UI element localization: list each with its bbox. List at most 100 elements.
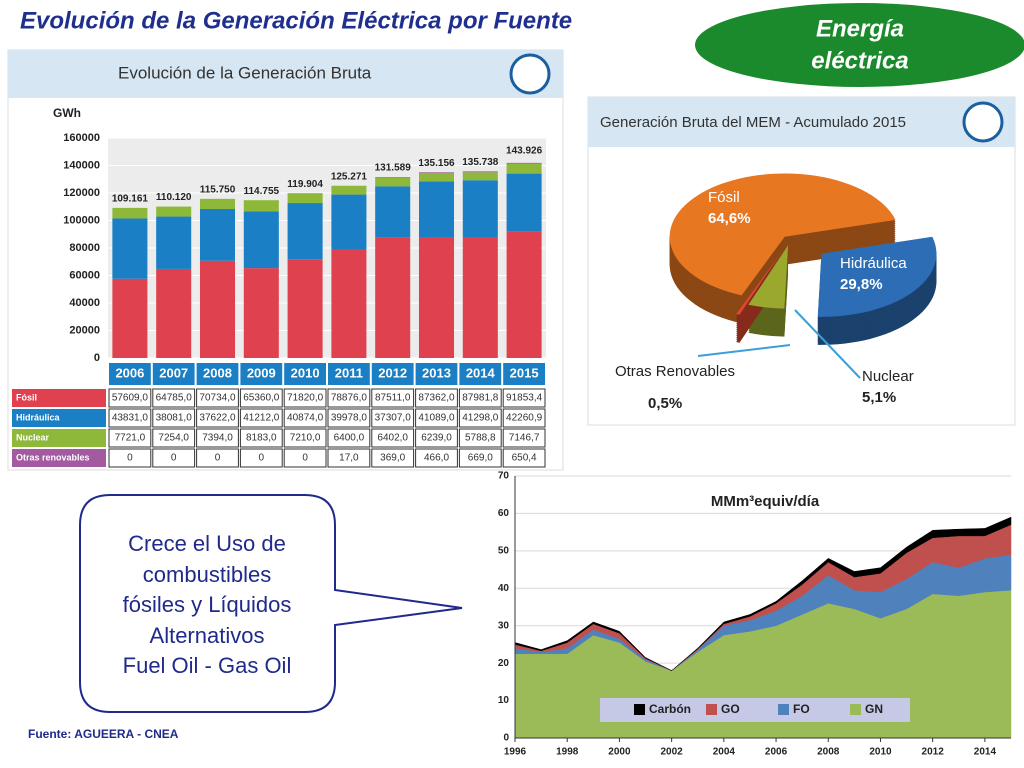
table-cell: [502, 388, 546, 408]
table-value: 42260,9: [506, 413, 543, 424]
table-value: 6400,0: [334, 433, 365, 444]
table-cell: [108, 428, 152, 448]
table-value: 369,0: [380, 453, 405, 464]
table-row-label-cell: [12, 449, 106, 467]
table-cell: [458, 428, 502, 448]
table-value: 64785,0: [156, 393, 193, 404]
table-value: 41089,0: [418, 413, 455, 424]
bar-segment: [287, 193, 323, 204]
table-cell: [152, 408, 196, 428]
badge-text: eléctrica: [811, 47, 908, 74]
bar-segment: [331, 194, 367, 250]
bar-segment: [112, 207, 148, 219]
table-value: 0: [171, 453, 177, 464]
table-cell: [152, 448, 196, 468]
y-tick-label: 0: [503, 733, 509, 744]
legend-swatch: [778, 704, 789, 715]
table-value: 669,0: [468, 453, 493, 464]
table-value: 38081,0: [156, 413, 193, 424]
table-value: 87511,0: [375, 393, 411, 404]
legend-label: FO: [793, 702, 810, 716]
table-value: 39978,0: [331, 413, 368, 424]
table-header: 2014: [466, 365, 496, 380]
legend-label: Carbón: [649, 702, 691, 716]
logo: [509, 53, 551, 95]
table-value: 0: [127, 453, 133, 464]
y-tick-label: 60: [498, 508, 510, 519]
bar-segment: [199, 260, 236, 358]
callout-text: fósiles y Líquidos: [123, 592, 292, 617]
callout-text: combustibles: [143, 562, 271, 587]
logo: [962, 101, 1004, 143]
bar-segment: [243, 268, 279, 358]
pie-slice: [748, 245, 789, 309]
y-tick-label: 40: [498, 583, 510, 594]
table-header-cell: [109, 363, 151, 385]
table-row-label: Hidráulica: [16, 412, 61, 422]
total-label: 115.750: [200, 184, 236, 195]
table-value: 71820,0: [287, 393, 324, 404]
table-header-cell: [152, 363, 195, 385]
table-value: 6239,0: [421, 433, 452, 444]
y-tick-label: 50: [498, 545, 510, 556]
x-tick-label: 2006: [765, 747, 788, 758]
table-cell: [283, 388, 327, 408]
bar-segment: [112, 218, 148, 279]
bar-segment: [199, 198, 236, 210]
x-tick-label: 2012: [922, 747, 945, 758]
pie-slice: [669, 173, 896, 296]
table-cell: [196, 408, 239, 428]
area: [514, 516, 1012, 671]
legend-swatch: [850, 704, 861, 715]
leader-line: [794, 309, 861, 379]
table-cell: [415, 408, 458, 428]
table-value: 0: [302, 453, 308, 464]
x-tick-label: 2008: [817, 747, 840, 758]
table-cell: [327, 408, 371, 428]
bar-segment: [375, 237, 411, 358]
x-tick-label: 2002: [661, 747, 684, 758]
table-header: 2006: [115, 365, 144, 380]
legend-label: GO: [721, 702, 740, 716]
y-tick-label: 100000: [63, 214, 100, 226]
total-label: 143.926: [506, 146, 543, 157]
table-value: 70734,0: [199, 393, 236, 404]
pie-value-label: 64,6%: [708, 210, 751, 227]
table-value: 87981,8: [462, 393, 499, 404]
y-tick-label: 120000: [63, 187, 100, 199]
pie-slice: [817, 236, 937, 317]
table-value: 7721,0: [115, 433, 146, 444]
pie-value-label: 0,5%: [648, 395, 682, 412]
table-value: 7146,7: [509, 433, 540, 444]
table-cell: [458, 408, 502, 428]
table-value: 650,4: [512, 453, 537, 464]
pie-label: Fósil: [708, 189, 740, 206]
x-tick-label: 2004: [713, 747, 736, 758]
bar-segment: [156, 268, 192, 358]
table-cell: [152, 428, 196, 448]
bar-segment: [331, 249, 367, 358]
chart-title: Evolución de la Generación Bruta: [118, 63, 372, 82]
bar-segment: [375, 177, 411, 178]
bar-segment: [418, 172, 455, 182]
table-cell: [415, 388, 458, 408]
table-header-cell: [415, 363, 458, 385]
table-header: 2013: [422, 365, 451, 380]
table-row-label-cell: [12, 429, 106, 447]
y-tick-label: 70: [498, 471, 510, 482]
table-cell: [371, 408, 415, 428]
table-value: 7210,0: [290, 433, 321, 444]
table-row-label: Nuclear: [16, 432, 50, 442]
bar-segment: [243, 211, 279, 269]
bar-segment: [112, 278, 148, 358]
bar-segment: [462, 172, 498, 181]
legend-box: [600, 698, 910, 722]
table-cell: [502, 448, 546, 468]
pie-value-label: 5,1%: [862, 389, 896, 406]
table-value: 37307,0: [375, 413, 412, 424]
badge-shape: [695, 3, 1024, 87]
table-value: 5788,8: [465, 433, 496, 444]
y-tick-label: 60000: [69, 269, 100, 281]
bar-segment: [375, 177, 411, 187]
y-tick-label: 0: [94, 352, 100, 364]
